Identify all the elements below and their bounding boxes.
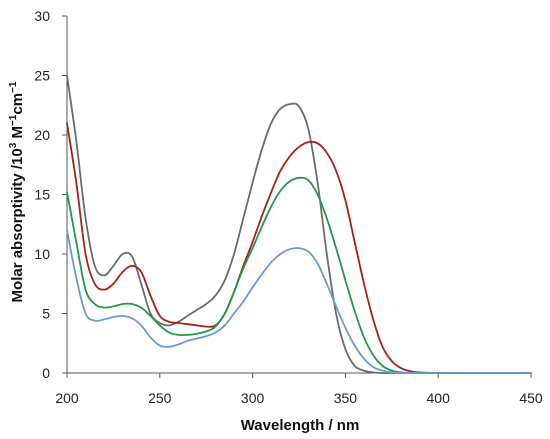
series-group <box>66 74 532 374</box>
y-tick-label: 15 <box>34 187 50 203</box>
y-axis-title-unit1: M <box>9 126 26 143</box>
y-axis-title-exp3: −1 <box>8 81 19 93</box>
y-axis-title-unit2: cm <box>9 93 26 115</box>
x-tick-label: 350 <box>334 390 358 406</box>
y-tick-label: 20 <box>34 127 50 143</box>
x-tick-label: 250 <box>148 390 172 406</box>
x-tick-label: 300 <box>241 390 265 406</box>
series-line-1 <box>66 74 532 374</box>
series-line-2 <box>66 122 532 374</box>
series-line-3 <box>66 176 532 374</box>
series-line-4 <box>66 229 532 374</box>
x-tick-label: 400 <box>427 390 451 406</box>
y-axis-title-exp1: 3 <box>8 142 19 148</box>
x-tick-label: 200 <box>55 390 79 406</box>
y-tick-labels: 0 5 10 15 20 25 30 <box>34 8 50 381</box>
y-tick-label: 30 <box>34 8 50 24</box>
y-tick-label: 0 <box>42 365 50 381</box>
y-tick-label: 25 <box>34 68 50 84</box>
x-axis-title: Wavelength / nm <box>241 417 360 434</box>
y-axis-title-main: Molar absorptivity /10 <box>9 148 26 302</box>
x-tick-label: 450 <box>519 390 543 406</box>
x-tick-labels: 200 250 300 350 400 450 <box>55 390 543 406</box>
axes <box>62 15 532 378</box>
y-axis-title: Molar absorptivity /103 M−1cm−1 <box>8 81 26 302</box>
y-tick-label: 10 <box>34 246 50 262</box>
y-tick-label: 5 <box>42 306 50 322</box>
y-axis-title-exp2: −1 <box>8 114 19 126</box>
